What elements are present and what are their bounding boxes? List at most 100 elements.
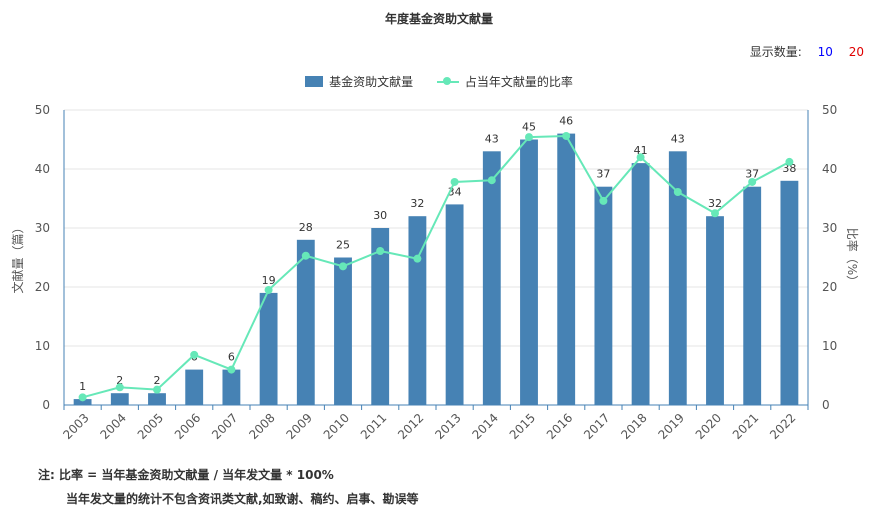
ratio-point: [525, 133, 533, 142]
x-tick-label: 2007: [209, 411, 240, 442]
x-tick-label: 2013: [432, 411, 463, 442]
y-axis-title: 文献量（篇）: [10, 221, 25, 293]
count-selector-label: 显示数量:: [749, 45, 802, 59]
bar: [445, 204, 464, 405]
ratio-point: [450, 177, 459, 186]
chart-title: 年度基金资助文献量: [384, 12, 493, 26]
bar-data-label: 38: [782, 162, 796, 175]
bar-data-label: 43: [671, 132, 685, 145]
y-tick-label: 50: [35, 103, 50, 117]
bar: [706, 216, 724, 405]
x-tick-label: 2020: [693, 411, 724, 442]
note-ratio-formula: 注: 比率 = 当年基金资助文献量 / 当年发文量 * 100%: [38, 468, 334, 482]
y-tick-label: 10: [35, 339, 50, 353]
count-option-20[interactable]: 20: [848, 45, 864, 59]
x-tick-label: 2012: [395, 411, 426, 442]
x-tick-label: 2006: [172, 411, 203, 442]
bar-data-label: 25: [336, 239, 350, 252]
bar: [631, 163, 650, 405]
bar: [110, 393, 129, 405]
x-tick-label: 2018: [618, 411, 649, 442]
ratio-point: [264, 285, 273, 294]
count-option-10[interactable]: 10: [817, 45, 833, 59]
x-tick-label: 2022: [767, 411, 798, 442]
note-exclusions: 当年发文量的统计不包含资讯类文献,如致谢、稿约、启事、勘误等: [66, 492, 419, 506]
legend-item-bar[interactable]: 基金资助文献量: [305, 73, 413, 90]
bar: [557, 133, 576, 405]
bar-data-label: 32: [410, 197, 424, 210]
y2-tick-label: 0: [822, 398, 830, 412]
bar: [259, 292, 278, 405]
bar-data-label: 28: [299, 221, 313, 234]
bar: [668, 151, 687, 405]
ratio-point: [711, 209, 719, 218]
ratio-point: [78, 393, 87, 402]
bar-data-label: 41: [634, 144, 648, 157]
bar-data-label: 19: [262, 274, 276, 287]
y2-tick-label: 10: [822, 339, 837, 353]
bar: [780, 180, 799, 405]
x-tick-label: 2021: [730, 411, 761, 442]
y2-tick-label: 50: [822, 103, 837, 117]
x-tick-label: 2016: [544, 411, 575, 442]
y-tick-label: 40: [35, 162, 50, 176]
y2-tick-label: 20: [822, 280, 837, 294]
x-tick-label: 2004: [97, 411, 128, 442]
y-tick-label: 0: [42, 398, 50, 412]
x-tick-label: 2011: [358, 411, 389, 442]
ratio-point: [115, 383, 124, 392]
ratio-point: [413, 254, 422, 263]
bar: [185, 369, 204, 405]
bar-data-label: 6: [228, 351, 235, 364]
x-tick-label: 2014: [469, 411, 500, 442]
ratio-point: [673, 188, 682, 197]
x-tick-label: 2009: [283, 411, 314, 442]
ratio-point: [301, 251, 310, 260]
ratio-point: [153, 385, 161, 394]
bar: [594, 186, 613, 405]
x-tick-label: 2005: [135, 411, 166, 442]
count-selector: 显示数量: 10 20: [750, 43, 864, 60]
x-tick-label: 2017: [581, 411, 612, 442]
bar: [371, 228, 390, 405]
legend-item-line[interactable]: 占当年文献量的比率: [436, 73, 573, 90]
bar: [482, 151, 501, 405]
line-swatch-icon: [436, 76, 459, 87]
bar: [408, 216, 427, 405]
ratio-point: [376, 247, 385, 256]
bar: [743, 186, 762, 405]
bar-data-label: 2: [154, 374, 161, 387]
bar-data-label: 30: [373, 209, 387, 222]
y-tick-label: 30: [35, 221, 50, 235]
x-tick-label: 2015: [507, 411, 538, 442]
ratio-point: [599, 196, 608, 205]
bar: [222, 369, 241, 405]
ratio-point: [785, 157, 794, 166]
chart-legend: 基金资助文献量 占当年文献量的比率: [0, 73, 878, 90]
bar-data-label: 37: [745, 168, 759, 181]
ratio-point: [227, 365, 236, 374]
bar: [334, 257, 352, 405]
y-tick-label: 20: [35, 280, 50, 294]
legend-bar-label: 基金资助文献量: [329, 75, 414, 89]
ratio-point: [748, 177, 757, 186]
x-tick-label: 2003: [60, 411, 91, 442]
bar-data-label: 46: [559, 115, 573, 128]
ratio-point: [487, 176, 496, 185]
bar-swatch-icon: [305, 76, 324, 87]
ratio-line: [82, 134, 790, 399]
y2-tick-label: 40: [822, 162, 837, 176]
legend-line-label: 占当年文献量的比率: [464, 75, 573, 89]
ratio-point: [339, 262, 347, 271]
y2-tick-label: 30: [822, 221, 837, 235]
bar-data-label: 2: [116, 374, 123, 387]
bar-data-label: 45: [522, 121, 536, 134]
x-tick-label: 2019: [655, 411, 686, 442]
ratio-point: [190, 350, 199, 359]
bar-data-label: 1: [79, 380, 86, 393]
bar: [296, 239, 315, 405]
bar: [520, 139, 538, 405]
x-tick-label: 2010: [321, 411, 352, 442]
bar: [73, 399, 92, 405]
